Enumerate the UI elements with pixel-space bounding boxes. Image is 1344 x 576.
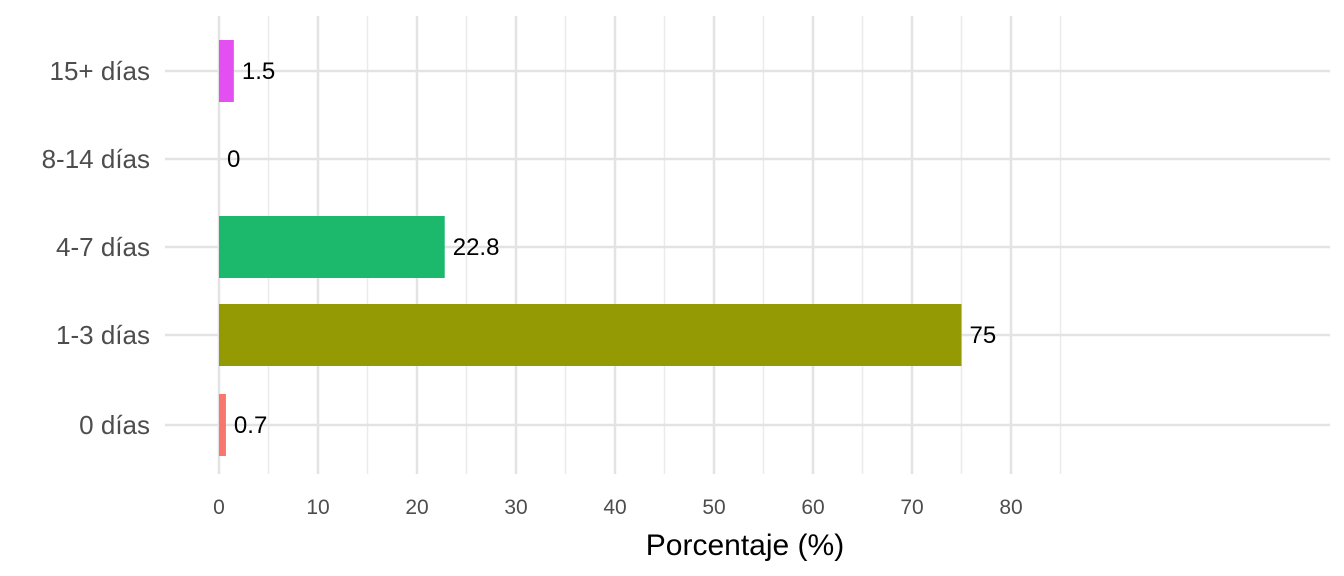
data-labels: 0.7 75 22.8 0 1.5	[227, 58, 996, 439]
category-label: 4-7 días	[56, 232, 150, 262]
x-tick-label: 40	[603, 496, 626, 519]
bar-value-label: 22.8	[453, 234, 500, 261]
bar-value-label: 0	[227, 146, 240, 173]
bar-value-label: 0.7	[234, 412, 267, 439]
bar	[219, 394, 226, 456]
x-tick-label: 60	[801, 496, 824, 519]
category-label: 1-3 días	[56, 320, 150, 350]
x-tick-label: 70	[900, 496, 923, 519]
x-axis-title: Porcentaje (%)	[646, 529, 844, 562]
grid-lines	[165, 16, 1330, 474]
bar-value-label: 1.5	[242, 58, 275, 85]
category-label: 8-14 días	[42, 144, 150, 174]
bar	[219, 216, 445, 278]
bar-value-label: 75	[970, 322, 997, 349]
category-label: 15+ días	[50, 56, 150, 86]
bars	[219, 40, 962, 456]
y-axis-labels: 0 días 1-3 días 4-7 días 8-14 días 15+ días	[42, 56, 150, 440]
x-tick-label: 0	[213, 496, 225, 519]
x-axis-labels: 0 10 20 30 40 50 60 70 80	[213, 496, 1023, 519]
category-label: 0 días	[79, 410, 150, 440]
x-tick-label: 80	[999, 496, 1022, 519]
x-tick-label: 50	[702, 496, 725, 519]
x-tick-label: 20	[405, 496, 428, 519]
bar	[219, 40, 234, 102]
bar	[219, 304, 962, 366]
x-tick-label: 30	[504, 496, 527, 519]
x-tick-label: 10	[306, 496, 329, 519]
